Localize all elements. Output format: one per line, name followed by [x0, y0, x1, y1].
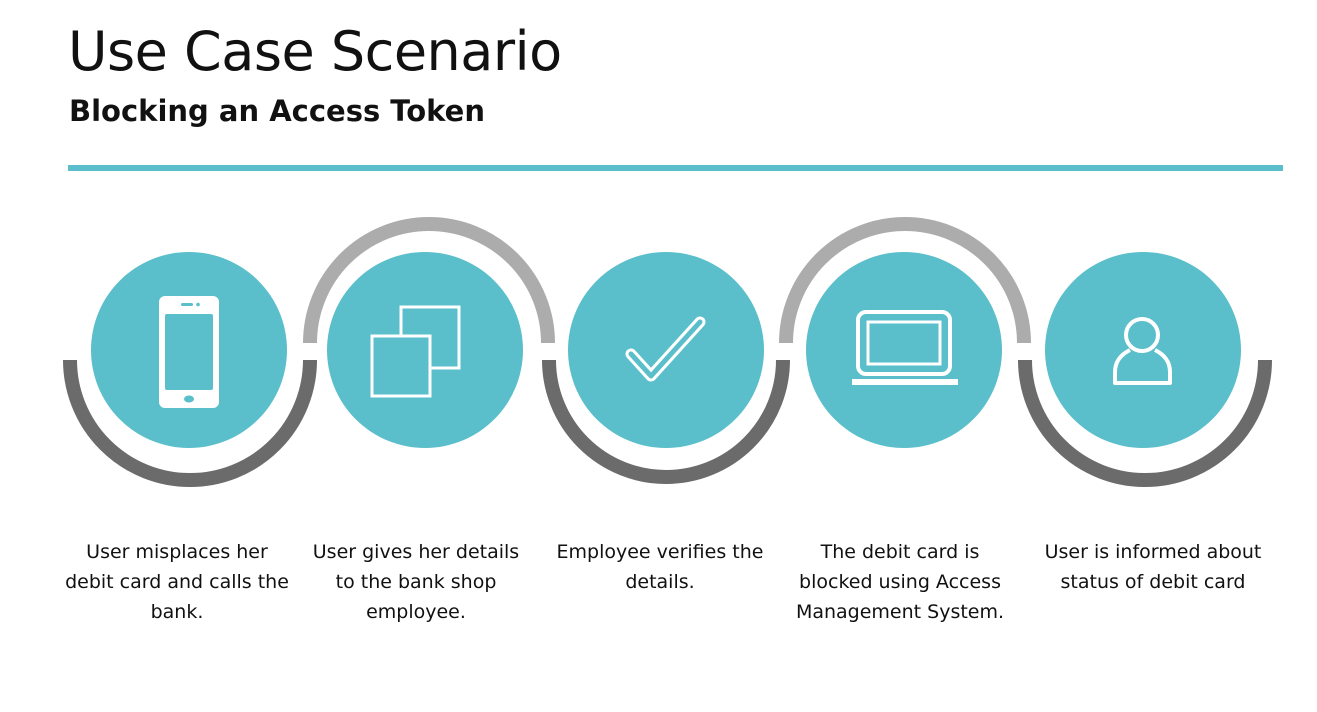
step-4-caption: The debit card is blocked using Access M… — [795, 541, 1005, 623]
step-1-arc — [63, 359, 317, 487]
smartphone-icon — [159, 296, 219, 408]
step-5-caption: User is informed about status of debit c… — [1044, 541, 1262, 593]
copy-squares-icon — [370, 305, 461, 398]
step-3-caption: Employee verifies the details. — [556, 541, 764, 593]
page-title: Use Case Scenario — [68, 20, 562, 83]
step-5-arc — [1018, 359, 1272, 487]
step-4-circle — [806, 252, 1002, 448]
step-4-arc — [779, 217, 1031, 344]
step-3-arc — [542, 359, 790, 484]
step-3-circle — [568, 252, 764, 448]
title-divider — [68, 165, 1283, 171]
step-1-caption: User misplaces her debit card and calls … — [65, 541, 289, 623]
page-subtitle: Blocking an Access Token — [69, 94, 485, 128]
step-2-arc — [303, 217, 555, 344]
step-2-caption: User gives her details to the bank shop … — [312, 541, 520, 623]
laptop-icon — [852, 310, 958, 385]
user-icon — [1113, 317, 1172, 385]
